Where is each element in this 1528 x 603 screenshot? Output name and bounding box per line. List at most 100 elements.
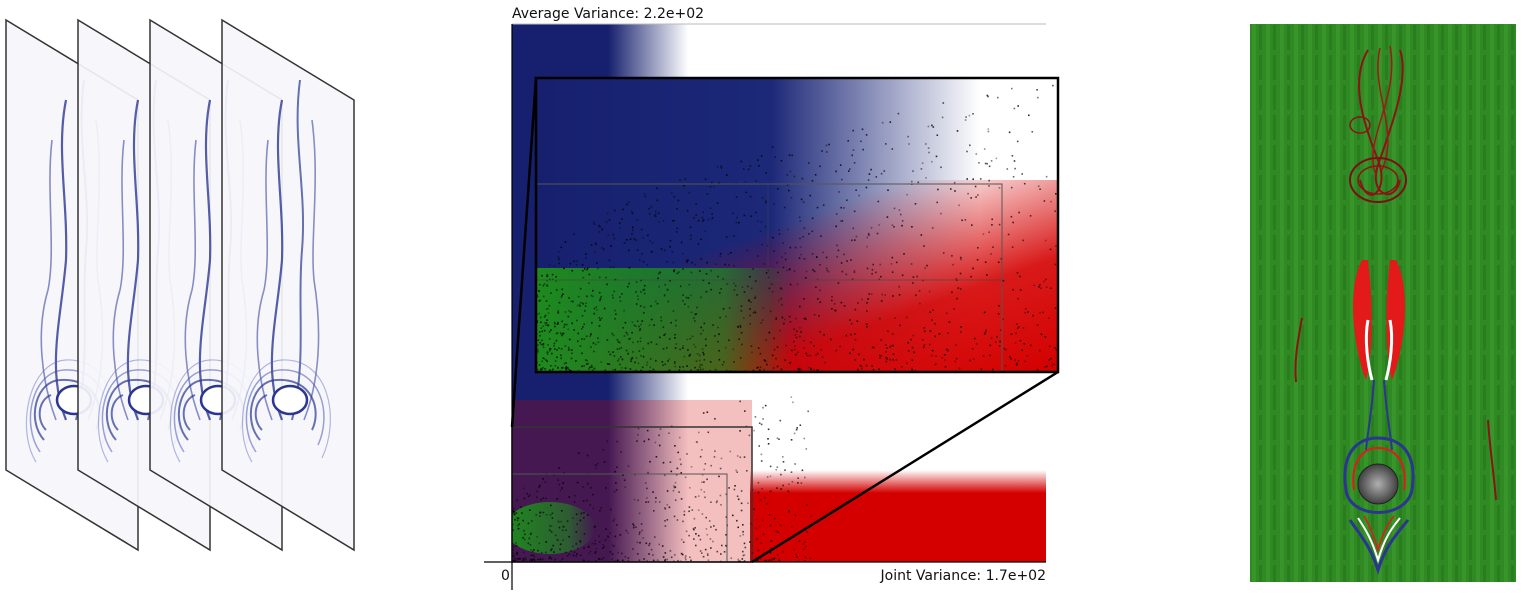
scatter-point [697, 495, 700, 497]
scatter-point [678, 436, 681, 439]
scatter-point [709, 207, 712, 210]
scatter-point [760, 155, 763, 157]
scatter-point [1014, 167, 1016, 170]
scatter-point [1015, 332, 1017, 335]
scatter-point [798, 216, 801, 219]
scatter-point [515, 544, 518, 547]
scatter-point [989, 344, 992, 347]
scatter-point [637, 340, 639, 343]
scatter-point [1009, 356, 1011, 358]
scatter-point [623, 479, 626, 481]
scatter-point [542, 284, 545, 287]
scatter-point [687, 297, 690, 299]
scatter-point [935, 155, 938, 158]
scatter-point [739, 326, 742, 328]
scatter-point [965, 116, 967, 118]
scatter-point [582, 486, 584, 488]
scatter-point [694, 320, 696, 322]
scatter-point [643, 440, 646, 443]
scatter-point [679, 179, 681, 181]
scatter-point [855, 235, 858, 238]
scatter-point [907, 350, 910, 352]
scatter-point [606, 440, 608, 443]
scatter-point [514, 511, 516, 514]
scatter-point [538, 300, 541, 302]
scatter-point [718, 358, 721, 361]
scatter-point [627, 465, 630, 467]
scatter-point [764, 225, 767, 228]
scatter-point [585, 302, 587, 304]
scatter-point [584, 305, 587, 307]
scatter-point [607, 234, 610, 236]
scatter-point [825, 267, 828, 269]
scatter-point [1004, 348, 1007, 351]
scatter-point [983, 148, 986, 150]
scatter-point [611, 332, 614, 335]
scatter-point [658, 285, 660, 288]
scatter-point [819, 330, 821, 333]
scatter-point [621, 358, 624, 361]
scatter-point [681, 553, 684, 556]
scatter-point [654, 210, 657, 213]
scatter-point [602, 449, 605, 451]
scatter-point [907, 135, 909, 138]
scatter-point [784, 252, 787, 255]
scatter-point [556, 349, 558, 351]
scatter-point [616, 559, 619, 562]
scatter-point [901, 366, 903, 368]
scatter-point [1023, 182, 1026, 185]
scatter-point [694, 263, 696, 266]
scatter-point [575, 531, 578, 533]
scatter-point [1016, 140, 1019, 143]
scatter-point [583, 338, 586, 340]
scatter-point [1019, 289, 1022, 291]
scatter-point [754, 280, 757, 282]
scatter-point [635, 239, 638, 241]
scatter-point [594, 552, 596, 555]
scatter-point [594, 525, 596, 528]
scatter-point [642, 236, 644, 239]
scatter-point [648, 207, 650, 210]
scatter-point [552, 368, 554, 371]
scatter-point [608, 219, 611, 221]
scatter-point [604, 539, 606, 542]
scatter-point [627, 560, 630, 562]
scatter-point [988, 179, 990, 182]
scatter-point [788, 154, 791, 157]
scatter-point [875, 176, 878, 178]
scatter-point [703, 322, 706, 325]
scatter-point [670, 470, 673, 473]
scatter-point [955, 357, 958, 360]
scatter-point [623, 242, 626, 244]
scatter-point [697, 369, 700, 372]
scatter-point [541, 368, 543, 370]
scatter-point [533, 559, 536, 561]
scatter-point [663, 474, 666, 477]
scatter-point [811, 217, 814, 220]
scatter-point [730, 557, 733, 559]
scatter-point [598, 231, 600, 233]
scatter-point [900, 213, 902, 216]
scatter-point [733, 361, 735, 363]
scatter-point [739, 357, 742, 359]
scatter-point [625, 239, 628, 241]
scatter-point [631, 212, 634, 215]
scatter-point [517, 517, 520, 520]
scatter-point [772, 236, 774, 239]
scatter-point [531, 520, 533, 522]
scatter-point [640, 228, 643, 231]
slice-4 [221, 18, 355, 552]
scatter-point [512, 523, 514, 526]
scatter-point [697, 509, 700, 511]
scatter-point [1053, 363, 1056, 366]
scatter-point [666, 503, 669, 506]
scatter-point [621, 218, 623, 220]
scatter-point [1008, 131, 1011, 134]
scatter-point [776, 487, 778, 489]
scatter-point [870, 168, 872, 171]
scatter-point [641, 366, 644, 369]
scatter-point [778, 229, 780, 231]
scatter-point [680, 463, 682, 466]
scatter-point [592, 289, 594, 292]
scatter-point [538, 364, 541, 366]
